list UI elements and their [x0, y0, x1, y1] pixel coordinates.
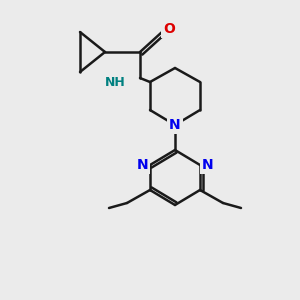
Text: N: N — [202, 158, 214, 172]
Text: N: N — [169, 118, 181, 132]
Text: N: N — [136, 158, 148, 172]
Text: O: O — [163, 22, 175, 36]
Text: NH: NH — [105, 76, 126, 88]
